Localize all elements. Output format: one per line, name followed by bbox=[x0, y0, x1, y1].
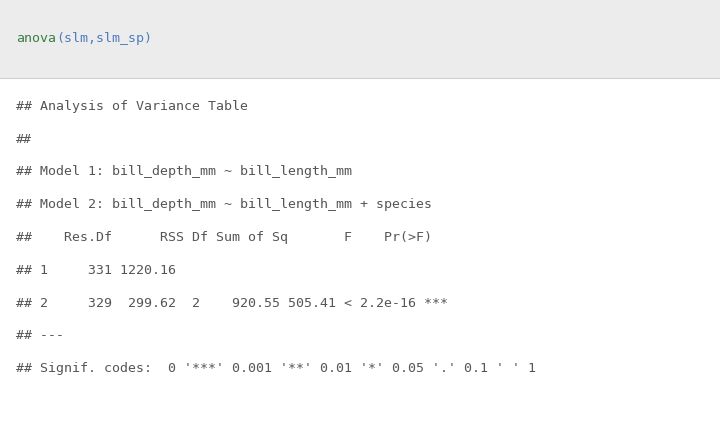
FancyBboxPatch shape bbox=[0, 78, 720, 443]
Text: ##    Res.Df      RSS Df Sum of Sq       F    Pr(>F): ## Res.Df RSS Df Sum of Sq F Pr(>F) bbox=[16, 231, 432, 244]
Text: ## 1     331 1220.16: ## 1 331 1220.16 bbox=[16, 264, 176, 277]
Text: (slm,slm_sp): (slm,slm_sp) bbox=[56, 32, 152, 45]
Text: ## Analysis of Variance Table: ## Analysis of Variance Table bbox=[16, 100, 248, 113]
Text: ## 2     329  299.62  2    920.55 505.41 < 2.2e-16 ***: ## 2 329 299.62 2 920.55 505.41 < 2.2e-1… bbox=[16, 296, 448, 310]
FancyBboxPatch shape bbox=[0, 0, 720, 78]
Text: ## Model 1: bill_depth_mm ~ bill_length_mm: ## Model 1: bill_depth_mm ~ bill_length_… bbox=[16, 165, 352, 179]
Text: ## ---: ## --- bbox=[16, 329, 64, 342]
Text: anova: anova bbox=[16, 32, 56, 45]
Text: ## Signif. codes:  0 '***' 0.001 '**' 0.01 '*' 0.05 '.' 0.1 ' ' 1: ## Signif. codes: 0 '***' 0.001 '**' 0.0… bbox=[16, 362, 536, 375]
Text: ##: ## bbox=[16, 132, 32, 146]
Text: ## Model 2: bill_depth_mm ~ bill_length_mm + species: ## Model 2: bill_depth_mm ~ bill_length_… bbox=[16, 198, 432, 211]
